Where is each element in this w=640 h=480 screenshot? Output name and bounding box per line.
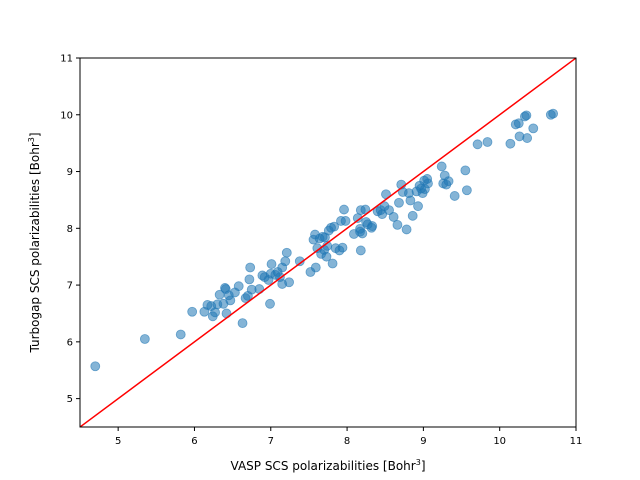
data-point-81 [388, 212, 399, 222]
x-tick-label-10: 10 [493, 436, 506, 447]
data-point-107 [472, 139, 483, 150]
data-point-2 [175, 329, 186, 340]
data-point-25 [254, 284, 265, 294]
data-point-0 [90, 361, 101, 372]
data-point-99 [436, 161, 447, 172]
data-point-115 [522, 133, 533, 143]
data-point-18 [233, 281, 244, 292]
data-point-98 [423, 178, 433, 189]
data-point-69 [357, 228, 368, 239]
data-point-103 [443, 176, 454, 187]
y-tick-label-9: 9 [67, 167, 73, 178]
data-point-91 [413, 201, 423, 212]
data-point-39 [284, 277, 294, 288]
data-point-29 [265, 298, 275, 309]
data-points [90, 108, 559, 372]
y-tick-label-7: 7 [67, 281, 73, 292]
y-axis-label: Turbogap SCS polarizabilities [Bohr3] [27, 132, 42, 353]
data-point-89 [407, 210, 418, 221]
x-axis-label: VASP SCS polarizabilities [Bohr3] [231, 458, 426, 473]
x-tick-label-5: 5 [115, 436, 121, 447]
x-axis-ticks: 5 6 7 8 9 10 11 [115, 427, 582, 447]
x-tick-label-8: 8 [344, 436, 350, 447]
data-point-16 [225, 295, 236, 306]
data-point-109 [505, 138, 516, 149]
data-point-80 [384, 205, 394, 216]
data-point-67 [355, 245, 366, 256]
x-tick-label-6: 6 [191, 436, 197, 447]
data-point-106 [461, 185, 472, 196]
data-point-55 [327, 258, 338, 269]
data-point-40 [294, 256, 305, 267]
data-point-31 [266, 259, 277, 269]
data-point-14 [221, 308, 232, 319]
x-tick-label-9: 9 [420, 436, 426, 447]
data-point-44 [310, 262, 321, 273]
data-point-61 [339, 204, 349, 215]
data-point-37 [280, 256, 291, 267]
data-point-60 [337, 242, 348, 253]
y-tick-label-5: 5 [67, 394, 73, 405]
data-point-108 [482, 137, 493, 147]
data-point-114 [521, 110, 532, 121]
data-point-88 [405, 195, 416, 206]
data-point-19 [237, 318, 248, 329]
y-tick-label-11: 11 [60, 54, 73, 65]
data-point-56 [329, 221, 340, 232]
data-point-111 [513, 118, 524, 129]
y-axis-label-superscript: 3 [27, 137, 36, 142]
data-point-105 [460, 165, 471, 176]
x-tick-label-7: 7 [268, 436, 274, 447]
data-point-74 [367, 221, 378, 231]
data-point-82 [392, 219, 403, 230]
data-point-38 [281, 247, 292, 258]
y-tick-label-6: 6 [67, 337, 73, 348]
data-point-3 [187, 306, 198, 317]
data-point-1 [139, 334, 150, 344]
axes-frame [79, 57, 577, 428]
data-point-118 [548, 108, 559, 119]
reference-line-layer [80, 58, 576, 427]
y-axis-label-end: ] [28, 132, 42, 137]
data-point-22 [244, 274, 255, 285]
y-tick-label-8: 8 [67, 224, 73, 235]
y-tick-label-10: 10 [60, 110, 73, 121]
y-axis-ticks: 5 6 7 8 9 10 11 [60, 54, 80, 405]
data-point-86 [401, 224, 412, 235]
data-point-23 [245, 262, 256, 273]
data-point-62 [340, 216, 351, 226]
x-tick-label-11: 11 [570, 436, 583, 447]
identity-reference-line [80, 58, 576, 427]
x-axis-label-superscript: 3 [416, 458, 421, 467]
data-point-51 [321, 251, 332, 262]
data-point-83 [394, 197, 404, 208]
x-axis-label-end: ] [421, 459, 426, 473]
data-point-116 [528, 123, 539, 134]
data-point-104 [449, 191, 460, 201]
